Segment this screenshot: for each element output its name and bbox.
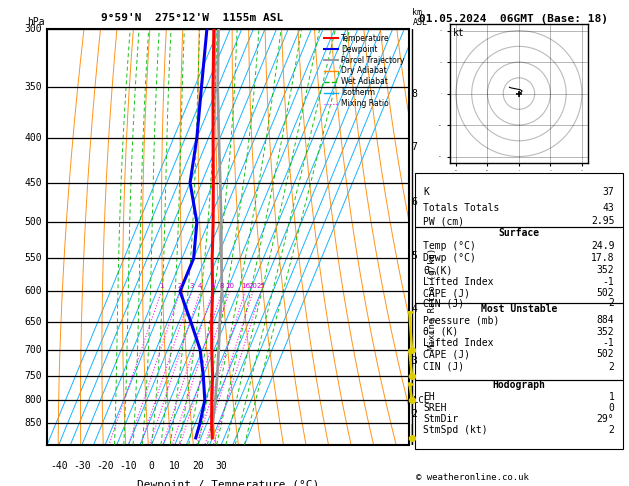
Text: -10: -10 bbox=[120, 461, 137, 471]
Text: 2: 2 bbox=[608, 298, 615, 309]
Text: 2: 2 bbox=[608, 425, 615, 435]
Text: 9°59'N  275°12'W  1155m ASL: 9°59'N 275°12'W 1155m ASL bbox=[101, 13, 283, 23]
Text: 4: 4 bbox=[412, 304, 418, 313]
Text: © weatheronline.co.uk: © weatheronline.co.uk bbox=[416, 473, 529, 482]
Text: CIN (J): CIN (J) bbox=[423, 298, 465, 309]
Text: LCL: LCL bbox=[413, 396, 430, 405]
Text: 352: 352 bbox=[597, 265, 615, 275]
Text: K: K bbox=[423, 187, 430, 197]
Text: 884: 884 bbox=[597, 315, 615, 326]
Text: Pressure (mb): Pressure (mb) bbox=[423, 315, 500, 326]
Text: 800: 800 bbox=[24, 395, 42, 405]
Text: kt: kt bbox=[452, 29, 464, 38]
Text: 6: 6 bbox=[211, 283, 215, 289]
Text: Mixing Ratio (g/kg): Mixing Ratio (g/kg) bbox=[428, 248, 437, 350]
Text: 700: 700 bbox=[24, 345, 42, 355]
Text: 43: 43 bbox=[603, 203, 615, 213]
Text: -20: -20 bbox=[96, 461, 114, 471]
Text: 750: 750 bbox=[24, 371, 42, 381]
Bar bbox=[415, 227, 623, 303]
Text: -30: -30 bbox=[73, 461, 91, 471]
Text: 350: 350 bbox=[24, 83, 42, 92]
Text: CAPE (J): CAPE (J) bbox=[423, 288, 470, 298]
Text: 24.9: 24.9 bbox=[591, 241, 615, 251]
Text: 25: 25 bbox=[257, 283, 265, 289]
Text: SREH: SREH bbox=[423, 403, 447, 413]
Text: Lifted Index: Lifted Index bbox=[423, 277, 494, 287]
Text: Dewpoint / Temperature (°C): Dewpoint / Temperature (°C) bbox=[137, 480, 319, 486]
Text: 2: 2 bbox=[412, 409, 418, 419]
Text: 352: 352 bbox=[597, 327, 615, 337]
Text: θₑ (K): θₑ (K) bbox=[423, 327, 459, 337]
Text: 850: 850 bbox=[24, 418, 42, 428]
Text: 3: 3 bbox=[189, 283, 194, 289]
Text: 16: 16 bbox=[241, 283, 250, 289]
Text: 30: 30 bbox=[215, 461, 227, 471]
Text: 500: 500 bbox=[24, 217, 42, 227]
Text: 650: 650 bbox=[24, 316, 42, 327]
Text: km
ASL: km ASL bbox=[413, 8, 428, 27]
Text: Temp (°C): Temp (°C) bbox=[423, 241, 476, 251]
Text: 502: 502 bbox=[597, 288, 615, 298]
Text: 8: 8 bbox=[220, 283, 225, 289]
Text: Dewp (°C): Dewp (°C) bbox=[423, 253, 476, 263]
Text: hPa: hPa bbox=[27, 17, 45, 27]
Bar bbox=[415, 303, 623, 380]
Text: -1: -1 bbox=[603, 277, 615, 287]
Text: PW (cm): PW (cm) bbox=[423, 216, 465, 226]
Text: CAPE (J): CAPE (J) bbox=[423, 349, 470, 359]
Text: CIN (J): CIN (J) bbox=[423, 362, 465, 372]
Text: 502: 502 bbox=[597, 349, 615, 359]
Text: 20: 20 bbox=[192, 461, 204, 471]
Text: 4: 4 bbox=[198, 283, 203, 289]
Text: Totals Totals: Totals Totals bbox=[423, 203, 500, 213]
Text: 550: 550 bbox=[24, 253, 42, 263]
Text: 400: 400 bbox=[24, 133, 42, 143]
Text: 3: 3 bbox=[412, 356, 418, 366]
Text: 2.95: 2.95 bbox=[591, 216, 615, 226]
Text: Hodograph: Hodograph bbox=[493, 380, 545, 390]
Text: 2: 2 bbox=[608, 362, 615, 372]
Bar bbox=[415, 380, 623, 449]
Text: 600: 600 bbox=[24, 286, 42, 296]
Text: 17.8: 17.8 bbox=[591, 253, 615, 263]
Text: StmDir: StmDir bbox=[423, 414, 459, 424]
Text: Most Unstable: Most Unstable bbox=[481, 304, 557, 314]
Text: 1: 1 bbox=[159, 283, 164, 289]
Bar bbox=[415, 173, 623, 227]
Text: 20: 20 bbox=[248, 283, 257, 289]
Text: θₑ(K): θₑ(K) bbox=[423, 265, 453, 275]
Text: 29°: 29° bbox=[597, 414, 615, 424]
Text: 7: 7 bbox=[412, 142, 418, 152]
Text: -40: -40 bbox=[50, 461, 67, 471]
Legend: Temperature, Dewpoint, Parcel Trajectory, Dry Adiabat, Wet Adiabat, Isotherm, Mi: Temperature, Dewpoint, Parcel Trajectory… bbox=[321, 31, 408, 111]
Text: -1: -1 bbox=[603, 338, 615, 348]
Text: 2: 2 bbox=[178, 283, 182, 289]
Text: 450: 450 bbox=[24, 177, 42, 188]
Text: 37: 37 bbox=[603, 187, 615, 197]
Text: EH: EH bbox=[423, 392, 435, 401]
Text: 01.05.2024  06GMT (Base: 18): 01.05.2024 06GMT (Base: 18) bbox=[419, 14, 608, 24]
Text: 0: 0 bbox=[148, 461, 155, 471]
Text: Lifted Index: Lifted Index bbox=[423, 338, 494, 348]
Text: 5: 5 bbox=[412, 251, 418, 260]
Text: 10: 10 bbox=[225, 283, 234, 289]
Text: 300: 300 bbox=[24, 24, 42, 34]
Text: StmSpd (kt): StmSpd (kt) bbox=[423, 425, 488, 435]
Text: Surface: Surface bbox=[498, 228, 540, 238]
Text: 0: 0 bbox=[608, 403, 615, 413]
Text: 6: 6 bbox=[412, 197, 418, 207]
Text: 10: 10 bbox=[169, 461, 181, 471]
Text: 8: 8 bbox=[412, 89, 418, 99]
Text: 1: 1 bbox=[608, 392, 615, 401]
